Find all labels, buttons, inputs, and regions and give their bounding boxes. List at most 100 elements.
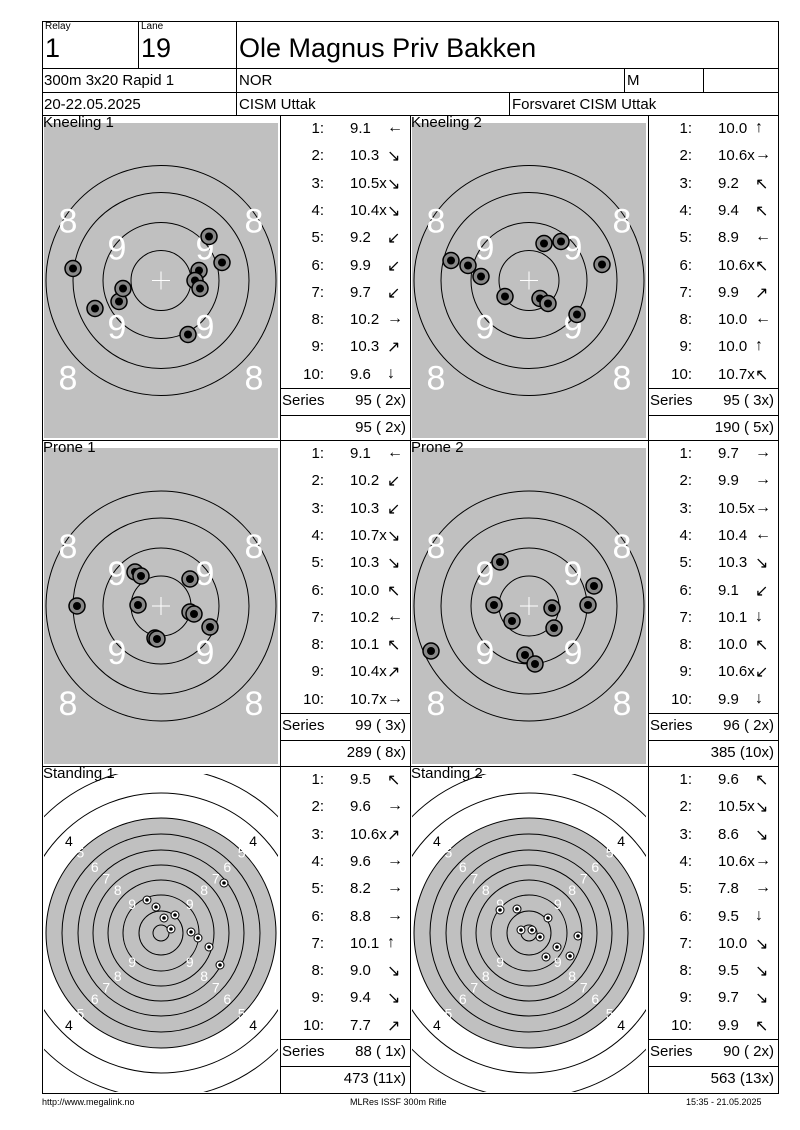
shot-direction-arrow-icon: ↙ (387, 257, 401, 275)
shot-score: 9.2 (350, 229, 371, 247)
footer-url[interactable]: http://www.megalink.no (42, 1097, 135, 1107)
shot-score: 10.3 (350, 338, 380, 356)
svg-text:8: 8 (613, 203, 632, 241)
shot-score: 10.1 (350, 934, 380, 952)
series-divider (280, 740, 410, 741)
shot-score: 10.1 (350, 636, 380, 654)
shot-number: 2: (679, 798, 692, 816)
shot-number: 5: (679, 554, 692, 572)
panel-title: Standing 1 (43, 765, 115, 782)
svg-text:5: 5 (606, 844, 614, 860)
shot-score: 9.9 (718, 472, 739, 490)
svg-text:7: 7 (102, 980, 110, 996)
shot-score: 10.0 (350, 581, 380, 599)
series-divider (280, 1039, 410, 1040)
panel-title: Kneeling 1 (43, 114, 114, 131)
series-divider (648, 740, 778, 741)
shot-direction-arrow-icon: → (755, 471, 771, 489)
standing-target-5: 4 44 45 55 56 66 67 77 78 88 89 99 9 (44, 774, 278, 1092)
shot-score: 10.2 (350, 311, 380, 329)
svg-text:4: 4 (617, 1017, 625, 1033)
shot-score: 9.1 (718, 581, 739, 599)
shot-direction-arrow-icon: ↗ (387, 339, 401, 357)
svg-text:9: 9 (108, 555, 127, 593)
shot-number: 7: (311, 283, 324, 301)
shot-direction-arrow-icon: ↖ (755, 257, 769, 275)
svg-text:8: 8 (613, 360, 632, 398)
shot-score: 10.5x (718, 798, 755, 816)
shot-score: 10.0 (718, 338, 748, 356)
shot-score: 10.2 (350, 608, 380, 626)
svg-text:8: 8 (613, 528, 632, 566)
shot-direction-arrow-icon: ↙ (387, 230, 401, 248)
shot-direction-arrow-icon: ← (387, 607, 403, 625)
shot-number: 2: (311, 472, 324, 490)
nation: NOR (239, 72, 273, 89)
svg-text:7: 7 (470, 870, 478, 886)
shot-number: 4: (311, 526, 324, 544)
shot-number: 10: (671, 1016, 692, 1034)
shot-number: 8: (311, 636, 324, 654)
shot-score: 10.3 (350, 147, 380, 165)
shot-direction-arrow-icon: ↙ (387, 473, 401, 491)
svg-text:7: 7 (212, 870, 220, 886)
svg-text:8: 8 (245, 203, 264, 241)
svg-text:9: 9 (476, 309, 495, 347)
shot-number: 10: (303, 690, 324, 708)
shot-direction-arrow-icon: ↙ (755, 582, 769, 600)
shot-score: 10.5x (718, 499, 755, 517)
svg-text:7: 7 (212, 980, 220, 996)
shot-number: 9: (679, 989, 692, 1007)
shot-direction-arrow-icon: ← (755, 525, 771, 543)
shot-score: 9.2 (718, 174, 739, 192)
shot-number: 6: (311, 581, 324, 599)
svg-text:5: 5 (76, 844, 84, 860)
running-total: 289 ( 8x) (346, 744, 406, 761)
shot-direction-arrow-icon: ↖ (755, 1017, 769, 1035)
running-total: 190 ( 5x) (714, 419, 774, 436)
shot-direction-arrow-icon: ↑ (387, 933, 395, 951)
prone-target-4: 8 89 99 98 8 (412, 448, 646, 764)
shot-score: 9.6 (350, 798, 371, 816)
svg-text:9: 9 (564, 634, 583, 672)
shot-score: 9.5 (350, 771, 371, 788)
svg-text:8: 8 (114, 882, 122, 898)
svg-text:9: 9 (186, 954, 194, 970)
shot-number: 5: (311, 229, 324, 247)
shot-score: 10.3 (350, 499, 380, 517)
shot-score: 9.1 (350, 120, 371, 137)
header-divider (624, 68, 625, 92)
svg-text:6: 6 (459, 859, 467, 875)
shot-direction-arrow-icon: ↗ (387, 664, 401, 682)
svg-text:8: 8 (245, 685, 264, 723)
header-divider (42, 68, 779, 69)
shot-direction-arrow-icon: ↘ (755, 990, 769, 1008)
panel-title: Standing 2 (411, 765, 483, 782)
shot-direction-arrow-icon: → (387, 689, 403, 707)
shot-direction-arrow-icon: ↑ (755, 337, 763, 355)
panel-divider (648, 766, 649, 1094)
shot-direction-arrow-icon: ↖ (387, 637, 401, 655)
header-divider (509, 92, 510, 115)
running-total: 563 (13x) (710, 1070, 774, 1087)
svg-text:5: 5 (238, 844, 246, 860)
svg-text:6: 6 (91, 859, 99, 875)
shot-direction-arrow-icon: ↘ (755, 799, 769, 817)
shot-direction-arrow-icon: ↗ (755, 284, 769, 302)
series-divider (280, 415, 410, 416)
series-label: Series (282, 392, 325, 409)
competition-name: CISM Uttak (239, 96, 316, 113)
shot-score: 9.7 (718, 445, 739, 462)
svg-text:8: 8 (59, 360, 78, 398)
shot-score: 7.8 (718, 880, 739, 898)
panel-divider (280, 440, 281, 766)
svg-text:8: 8 (427, 528, 446, 566)
shot-number: 5: (311, 554, 324, 572)
svg-text:9: 9 (496, 896, 504, 912)
shot-direction-arrow-icon: ↗ (387, 1017, 401, 1035)
relay-label: Relay (45, 21, 71, 32)
shot-score: 8.6 (718, 825, 739, 843)
shot-direction-arrow-icon: → (755, 879, 771, 897)
prone-target-2: 8 89 99 98 8 (412, 123, 646, 438)
shot-number: 8: (679, 311, 692, 329)
